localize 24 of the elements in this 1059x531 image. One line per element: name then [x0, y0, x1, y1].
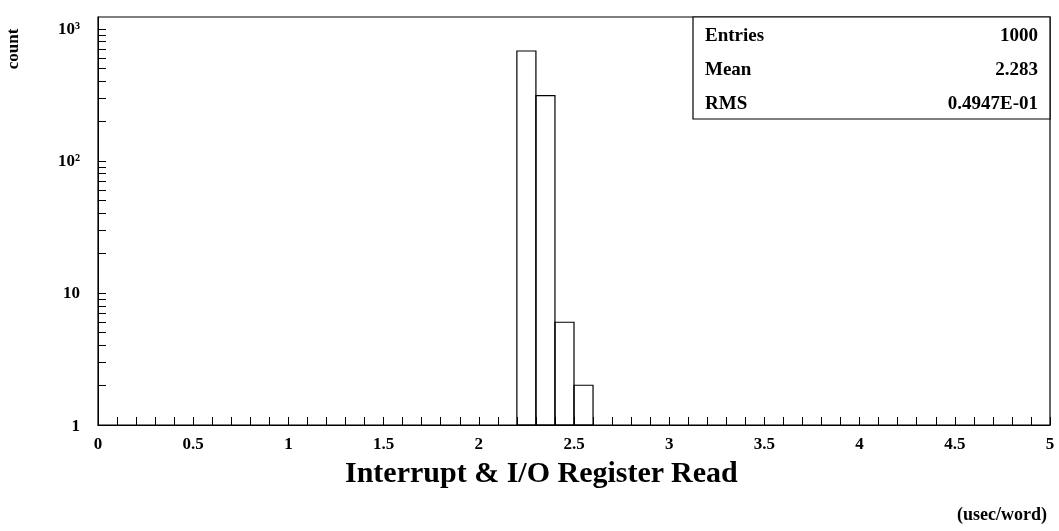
y-tick-label: 10 — [63, 283, 80, 303]
y-tick-label: 10² — [57, 151, 80, 171]
x-tick-label: 2 — [474, 434, 484, 453]
y-tick-label: 1 — [71, 415, 80, 435]
y-axis-title: count — [2, 28, 22, 70]
x-tick-label: 1.5 — [372, 434, 395, 453]
x-tick-label: 0.5 — [182, 434, 204, 453]
x-tick-label: 4 — [855, 434, 865, 453]
x-tick-label: 3 — [664, 434, 674, 453]
annotation: 2.283 — [995, 57, 1038, 79]
x-tick-label: 1 — [284, 434, 293, 453]
annotation: Entries — [705, 23, 765, 45]
text: (usec/word) — [957, 504, 1048, 525]
x-tick-label: 2.5 — [563, 434, 585, 453]
annotation: 1000 — [1000, 23, 1038, 45]
x-tick-label: 3.5 — [753, 434, 776, 453]
annotation: Mean — [705, 57, 752, 79]
annotation: RMS — [705, 91, 748, 113]
annotation: 0.4947E-01 — [947, 91, 1038, 113]
x-tick-label: 5 — [1045, 434, 1055, 453]
x-axis-title: Interrupt & I/O Register Read — [345, 454, 739, 488]
x-tick-label: 4.5 — [944, 434, 966, 453]
y-tick-label: 10³ — [57, 19, 80, 39]
x-tick-label: 0 — [93, 434, 103, 453]
